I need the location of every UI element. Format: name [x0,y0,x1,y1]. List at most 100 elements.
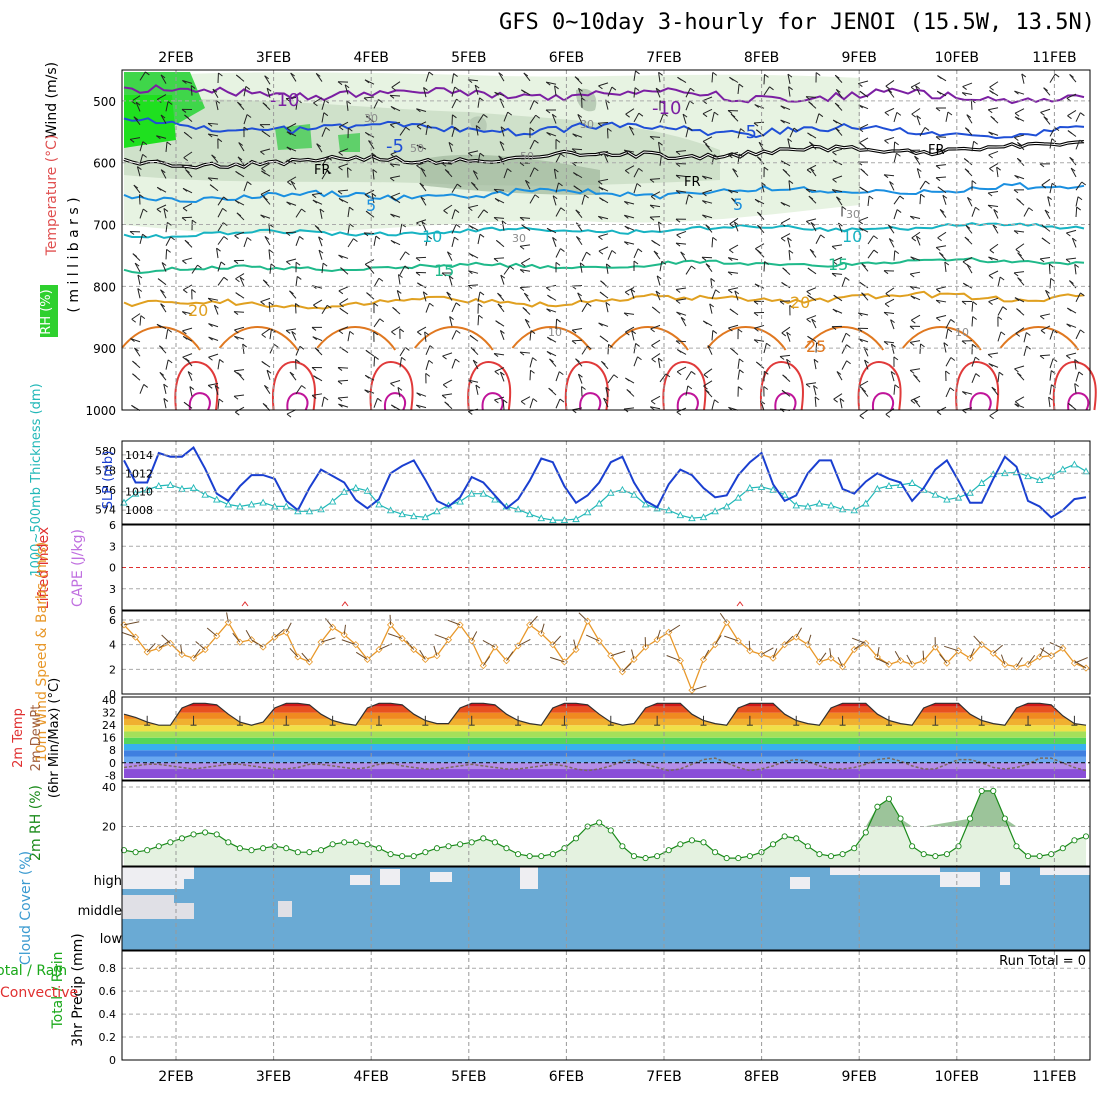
wind-barb-flag [786,331,791,336]
wind-barb [915,85,921,95]
temp-contour-25 [706,326,787,351]
thickness-marker [711,507,719,515]
wind-barb-flag [301,208,306,213]
wind-barb-flag [676,411,682,416]
wind-barb [451,209,456,220]
wind-barb-flag [975,373,981,377]
wind-barb-flag [496,239,501,244]
wind-barb-flag [366,115,371,120]
wind-barb-flag [234,335,239,340]
wind-barb [970,99,973,110]
thickness-marker [1047,472,1055,480]
wind-barb-flag [338,151,344,156]
thickness-marker [491,495,499,503]
wind-barb [217,261,222,272]
y-tick: 0.2 [99,1031,117,1044]
wind-barb-flag [548,387,553,392]
wind-barb-10m [973,635,983,645]
wind-barb [529,357,534,368]
wind-barb [858,80,869,85]
wind-barb-flag [160,114,166,119]
wind-barb [598,150,609,154]
wind-barb-flag [182,330,187,335]
wind-barb-flag [649,178,655,183]
wind-barb-flag [1067,130,1073,134]
wind-barb-flag [909,369,915,374]
wind-barb-flag [939,209,945,213]
wind-barb-10m [206,627,218,637]
wind-barb-10m [906,654,913,665]
wind-barb-flag [233,370,239,375]
wind-barb [607,250,613,260]
wind-barb [935,176,947,179]
wind-barb-flag [992,224,998,229]
wind-barb-flag [1039,163,1045,168]
wind-barb-flag [160,289,165,294]
wind-barb-flag [973,140,978,145]
cloud-level-label: middle [78,904,122,919]
thickness-marker [305,507,314,515]
wind-barb-flag [916,235,921,240]
wind-barb [451,183,458,193]
wind-barb-flag [578,373,583,378]
wind-barb [165,141,168,152]
wind-barb-flag [260,151,265,156]
wind-barb [389,94,401,97]
date-label-top: 2FEB [158,50,193,66]
wind-barb-flag [494,198,500,202]
temp-contour-30 [1052,361,1097,411]
wind-barb-flag [599,335,605,340]
wind-barb-10m [1039,647,1045,658]
wind-barb-flag [1065,259,1071,263]
wind-barb-flag [579,262,585,267]
wind-barb-flag [389,177,395,182]
wind-barb-flag [831,326,837,331]
wind-barb-flag [586,251,591,256]
wind-barb-flag [637,356,642,361]
wind-barb [910,286,921,289]
wind-barb-flag [261,130,267,135]
y-tick: -8 [105,769,116,782]
wind-barb [421,221,427,231]
wind-barb [966,264,973,274]
wind-barb [131,313,141,320]
temp-contour-35 [579,392,602,411]
wind-barb-flag [416,144,422,149]
thickness-marker [595,499,603,507]
wind-barb-flag [868,195,874,200]
wind-barb-flag [858,227,864,231]
wind-barb-flag [560,153,565,158]
rh-marker [317,847,325,854]
temp-contour-35 [481,392,504,411]
rh-marker [839,851,846,858]
wind-barb [214,385,219,396]
wind-barb-flag [475,384,481,389]
rh-marker [364,841,371,848]
wind-barb-flag [651,306,657,311]
wind-barb [502,399,505,410]
wind-barb-flag [363,232,369,237]
wind-barb-flag [1017,141,1022,146]
wind-barb-flag [378,99,383,103]
wind-barb-flag [313,304,318,309]
wind-barb-flag [468,225,474,229]
wind-barb-flag [949,387,955,392]
thickness-marker [977,479,986,486]
wind-barb-flag [896,111,902,116]
wind-barb-flag [676,371,682,376]
y-tick: 0 [109,1054,116,1067]
wind-barb-flag [323,396,329,401]
wind-barb [884,341,895,344]
wind-barb [451,330,457,340]
wind-barb [321,112,325,123]
wind-barb [734,290,739,301]
wind-barb-10m [969,648,975,659]
wind-barb [503,266,511,275]
wind-barb [988,204,999,208]
wind-barb [910,271,921,275]
temp-contour-25 [609,326,689,351]
wind-barb-flag [832,151,837,156]
wind-barb-flag [935,136,941,141]
wind-barb [702,136,713,142]
